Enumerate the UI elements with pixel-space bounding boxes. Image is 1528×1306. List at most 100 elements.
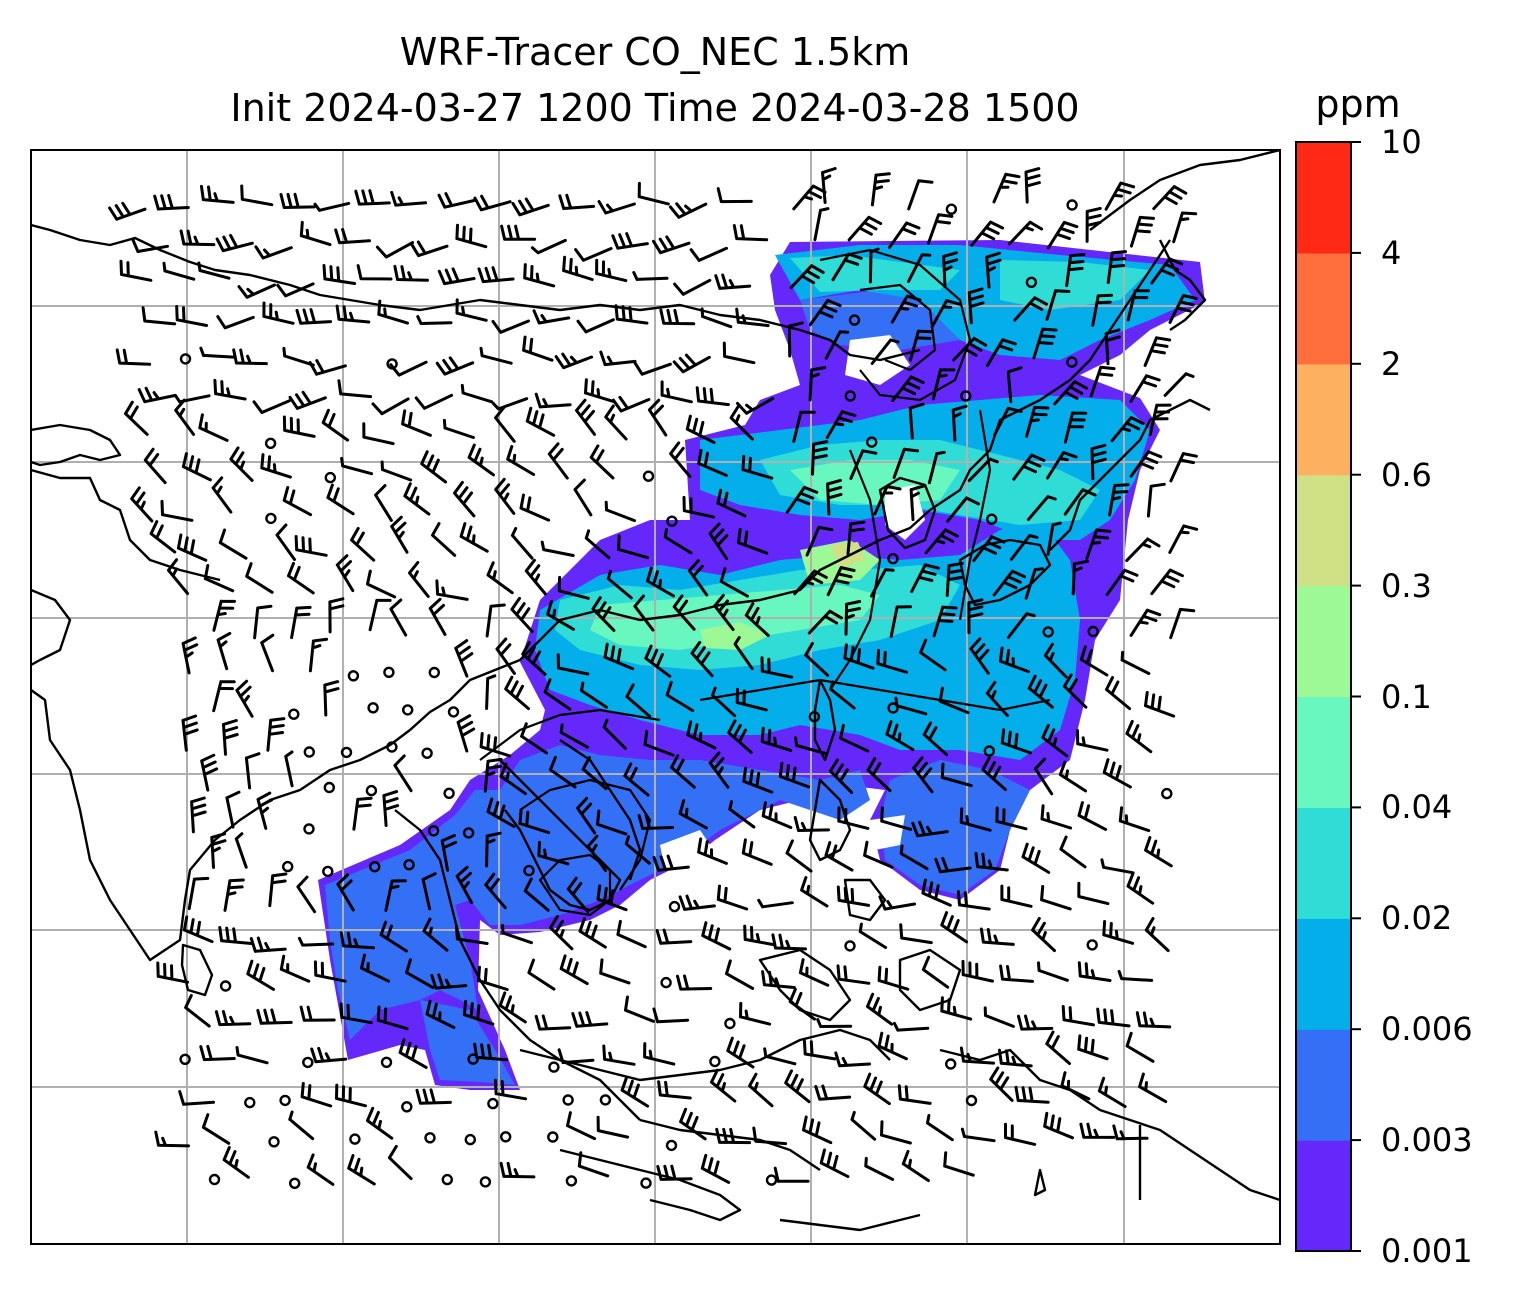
wind-barb [655,928,693,945]
colorbar-tick-label: 0.04 [1381,788,1453,827]
wind-barb [559,954,589,986]
wind-barb [1026,495,1057,521]
calm-wind-marker [322,865,334,878]
wind-barb [1077,881,1110,906]
wind-barb [644,644,672,678]
wind-barb [1112,1124,1149,1141]
coastline-segment [31,588,72,667]
wind-barb [679,1107,707,1141]
wind-barb [119,259,153,282]
wind-barb [494,477,516,515]
calm-wind-marker [380,1056,393,1069]
wind-barb [310,1046,348,1064]
wind-barb [729,405,754,441]
wind-barb [537,840,570,866]
wind-barb [182,915,214,944]
colorbar-segment [1296,252,1351,365]
calm-wind-marker [386,741,398,753]
wind-barb [1135,1011,1172,1029]
wind-barb [816,1018,853,1028]
calm-wind-marker [523,864,535,877]
wind-barb [868,247,880,284]
wind-barb [1106,250,1127,285]
wind-barb [421,872,437,911]
coastline-segment [559,1148,742,1222]
wind-barb [744,602,770,637]
wind-barb [288,1110,315,1141]
wind-barb [1032,327,1058,360]
calm-wind-marker [1066,199,1078,211]
wind-barb [1105,676,1132,711]
wind-barb [673,278,712,296]
wind-barb [934,856,972,874]
wind-barb [735,687,768,712]
coastline-segment [1049,398,1211,551]
wind-barb [477,965,509,991]
wind-barb [1058,760,1087,793]
colorbar-tick-label: 0.006 [1381,1010,1473,1049]
wind-barb [999,964,1034,983]
wind-barb [926,1114,954,1142]
colorbar-tick-label: 4 [1381,233,1402,272]
wind-barb [574,247,613,262]
calm-wind-marker [279,1094,291,1107]
wind-barb [892,1021,930,1032]
wind-barb [761,801,793,829]
wind-barb [1125,1031,1155,1063]
wind-barb [633,361,672,376]
wind-barb [1163,372,1195,397]
wind-barb [356,264,393,281]
wind-barb [931,368,956,401]
colorbar-unit-label: ppm [1315,82,1401,126]
wind-barb [584,529,611,560]
wind-barb [961,959,994,983]
wind-barb [462,999,495,1026]
wind-barb [969,637,990,675]
calm-wind-marker [367,702,379,714]
calm-wind-marker [565,1175,578,1187]
calm-wind-marker [427,825,440,837]
wind-barb [596,1115,630,1139]
wind-barb [176,533,208,562]
wind-barb [788,987,816,1021]
wind-barb [543,678,572,711]
wind-barb [337,379,373,399]
wind-barb [485,603,506,638]
colorbar [1295,141,1361,1252]
clear-area [885,485,925,540]
wind-barb [637,181,670,206]
wind-barb [606,569,633,600]
wind-barb [284,750,294,788]
wind-barb [483,757,503,793]
wind-barb [624,995,655,1023]
wind-barb [335,554,355,593]
wind-barb [646,566,675,598]
wind-barb [814,1084,852,1101]
wind-barb [184,994,211,1028]
wind-barb [460,383,494,404]
wind-barb [824,330,850,360]
wind-barb [943,1151,975,1177]
wind-barb [1043,1111,1074,1140]
colorbar-segment [1296,474,1351,587]
wind-barb [1125,537,1161,563]
contour-line [519,778,652,891]
wind-barb [237,283,276,299]
wind-barb [389,598,408,637]
wind-barb [244,752,261,790]
wind-barb [1045,289,1071,321]
wind-barb [431,522,457,557]
calm-wind-marker [179,353,192,365]
wind-barb [500,224,537,241]
wind-barb [437,267,476,286]
calm-wind-marker [402,704,414,716]
wind-barb [811,440,829,476]
coastline-segment [599,239,1171,622]
wind-barb [485,674,497,710]
wind-barb [335,304,371,324]
wind-barb [260,633,275,673]
wind-barb [558,193,596,210]
wind-barb [873,485,902,516]
wind-barb [850,1110,877,1141]
calm-wind-marker [347,670,360,682]
